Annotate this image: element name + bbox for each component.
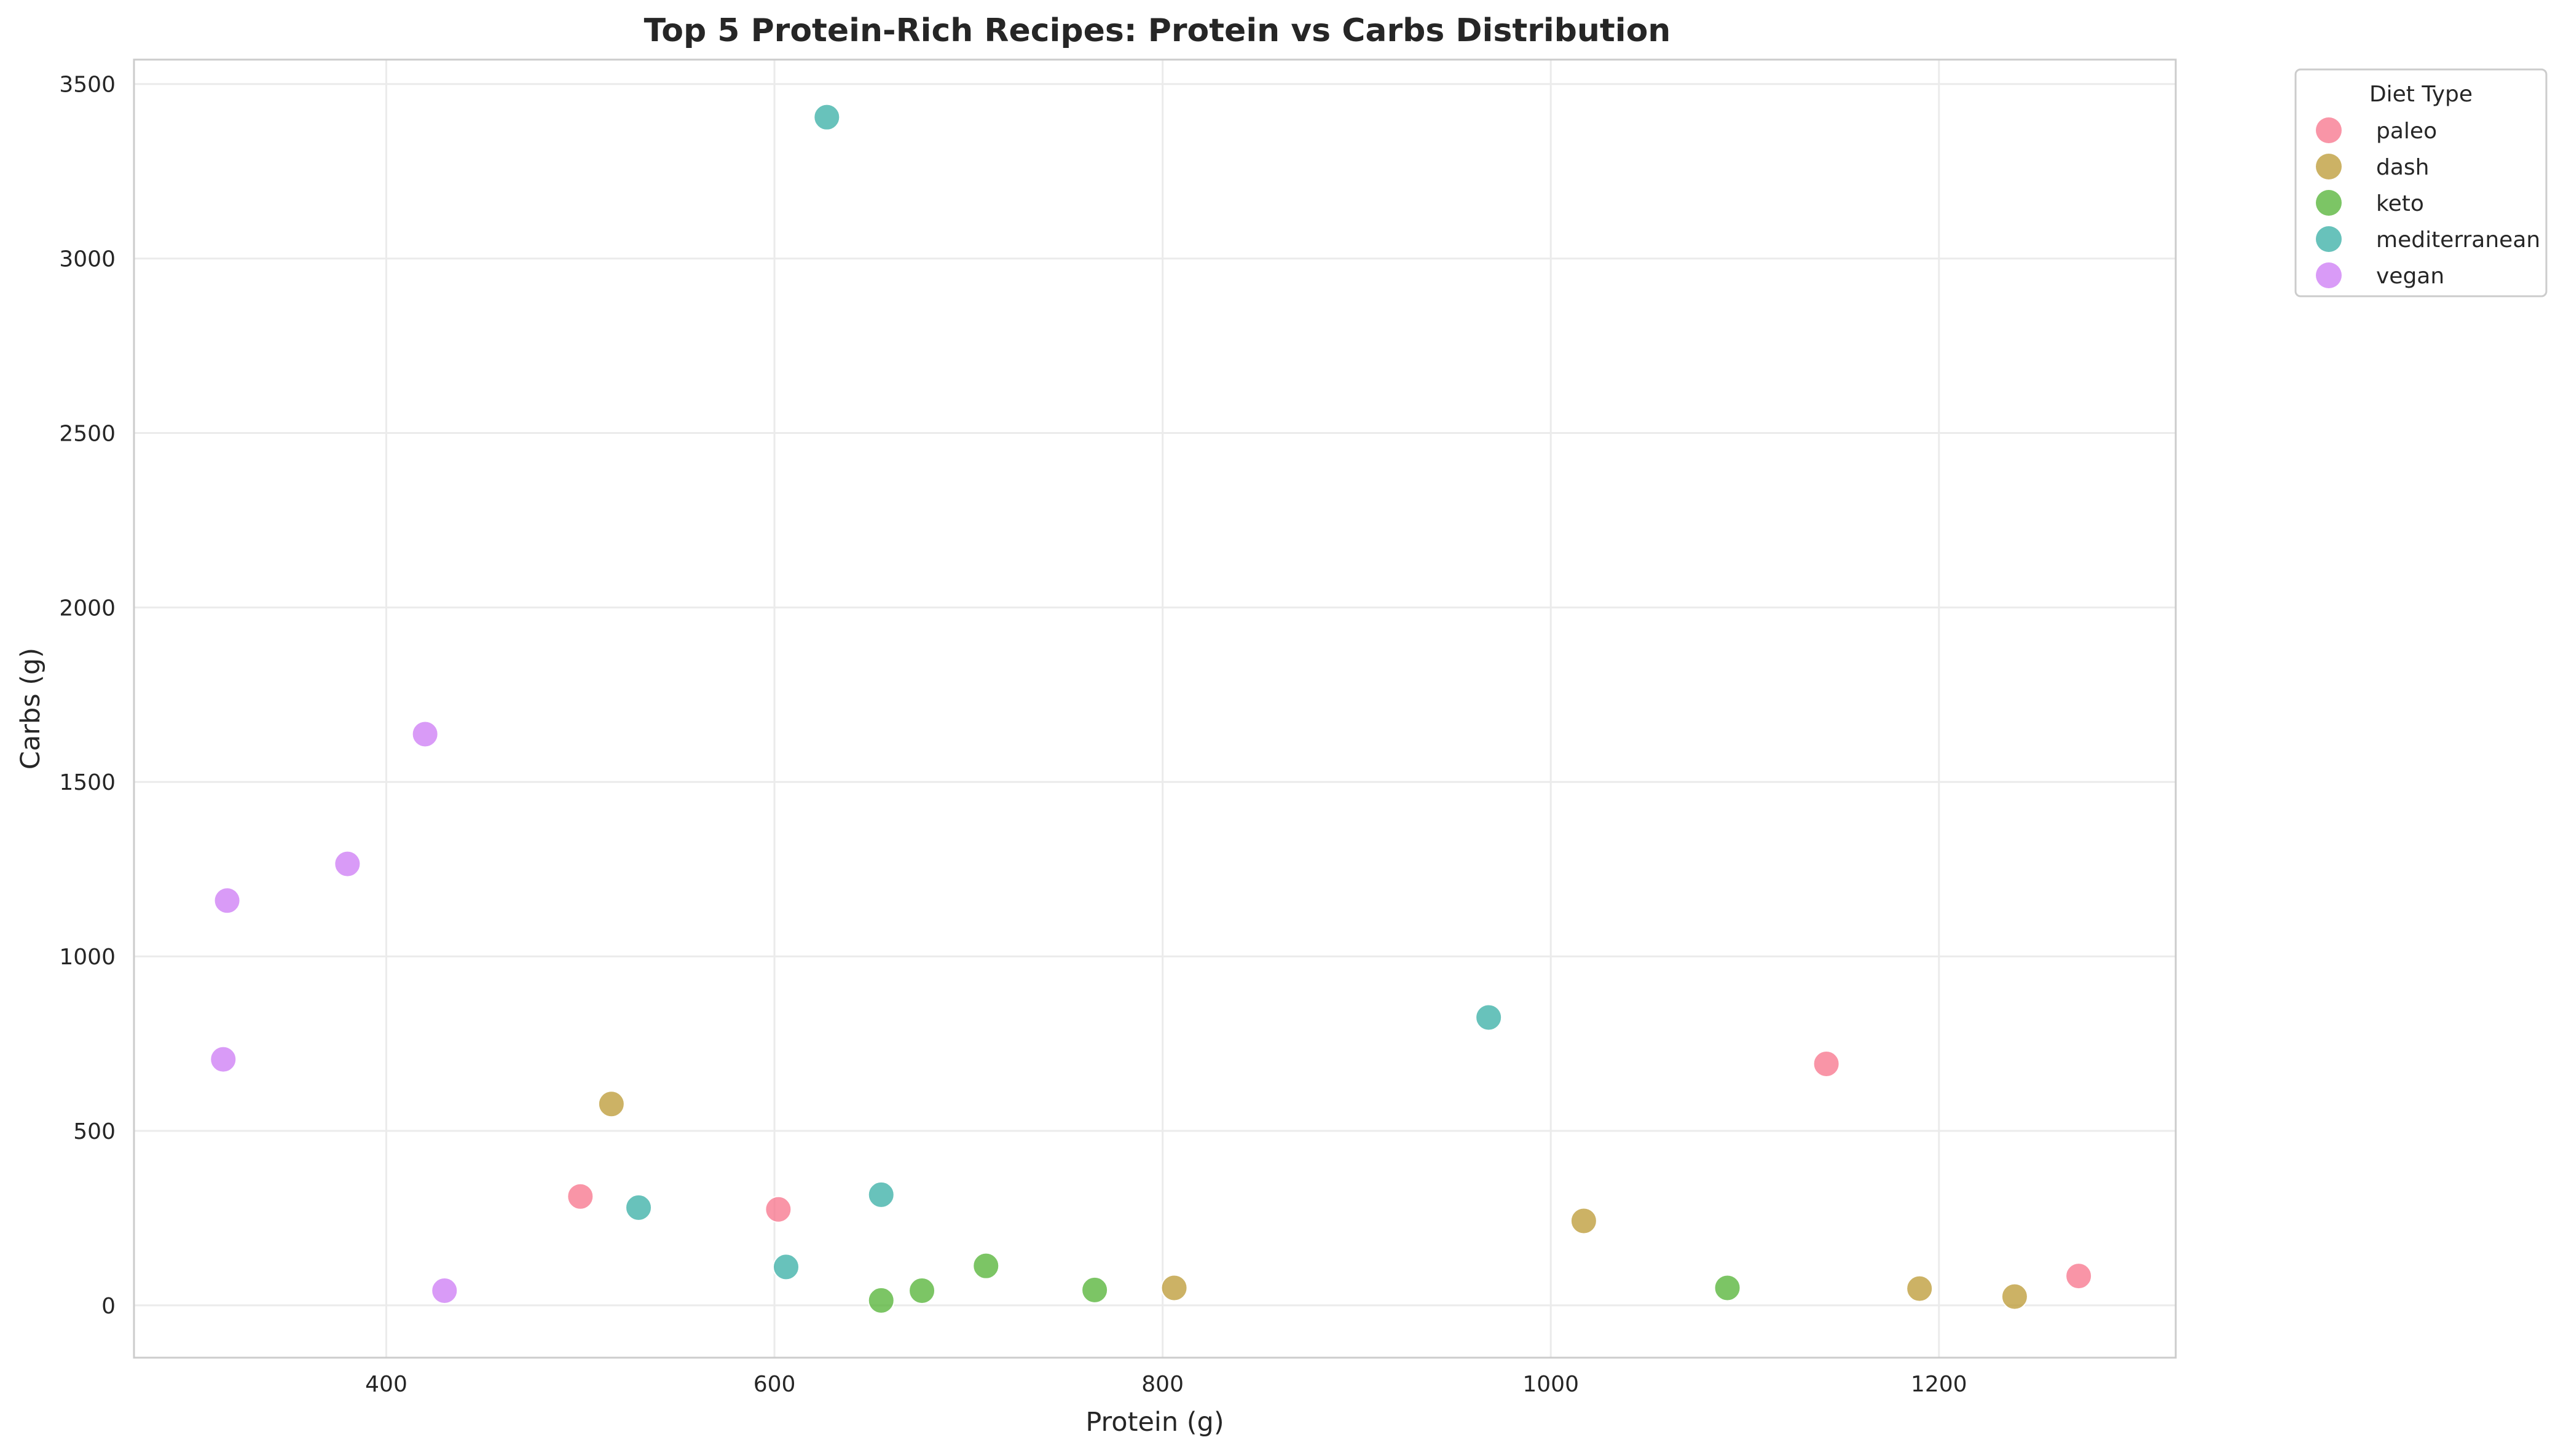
- point-paleo: [765, 1195, 792, 1223]
- point-dash: [1570, 1207, 1597, 1235]
- point-mediterranean: [813, 103, 841, 131]
- point-dash: [597, 1090, 625, 1118]
- legend-box: [2294, 68, 2548, 297]
- point-keto: [1714, 1274, 1741, 1302]
- legend-label-mediterranean: mediterranean: [2376, 227, 2540, 253]
- point-mediterranean: [625, 1194, 653, 1221]
- point-vegan: [431, 1277, 458, 1304]
- legend-label-keto: keto: [2376, 191, 2424, 216]
- point-mediterranean: [867, 1181, 895, 1208]
- plot-area: [134, 60, 2176, 1358]
- point-mediterranean: [773, 1253, 800, 1281]
- y-tick-label: 3000: [59, 247, 116, 272]
- point-paleo: [567, 1183, 594, 1210]
- legend-label-dash: dash: [2376, 155, 2429, 180]
- data-points: [210, 103, 2093, 1314]
- point-mediterranean: [1475, 1004, 1503, 1031]
- legend-label-vegan: vegan: [2376, 264, 2444, 289]
- x-tick-label: 1000: [1522, 1372, 1579, 1397]
- y-axis-label: Carbs (g): [15, 648, 46, 769]
- y-tick-label: 500: [73, 1119, 116, 1144]
- x-tick-label: 800: [1141, 1372, 1184, 1397]
- legend-marker-mediterranean: [2316, 226, 2342, 252]
- legend-marker-dash: [2316, 154, 2342, 179]
- legend: Diet Type paleo dash keto mediterranean vega…: [2294, 68, 2548, 297]
- legend-marker-paleo: [2316, 117, 2342, 143]
- point-dash: [2001, 1283, 2028, 1310]
- point-dash: [1160, 1274, 1188, 1302]
- point-keto: [867, 1286, 895, 1314]
- y-axis-ticks: 0 500 1000 1500 2000 2500 3000 3500: [59, 73, 116, 1319]
- plot-frame: [133, 58, 2177, 1359]
- y-tick-label: 2500: [59, 421, 116, 446]
- x-tick-label: 600: [754, 1372, 796, 1397]
- chart-title: Top 5 Protein-Rich Recipes: Protein vs C…: [644, 12, 1671, 49]
- point-vegan: [411, 720, 439, 748]
- legend-items: paleo dash keto mediterranean vegan: [2316, 117, 2540, 289]
- point-vegan: [334, 850, 361, 878]
- point-dash: [1906, 1275, 1934, 1302]
- x-axis-ticks: 400 600 800 1000 1200: [365, 1372, 1967, 1397]
- point-paleo: [1812, 1050, 1840, 1077]
- point-vegan: [213, 887, 241, 915]
- x-tick-label: 1200: [1911, 1372, 1967, 1397]
- y-tick-label: 1500: [59, 770, 116, 795]
- legend-marker-vegan: [2316, 262, 2342, 288]
- x-tick-label: 400: [365, 1372, 407, 1397]
- y-tick-label: 1000: [59, 945, 116, 970]
- y-tick-label: 0: [101, 1294, 116, 1319]
- point-paleo: [2065, 1262, 2093, 1290]
- legend-title: Diet Type: [2369, 82, 2473, 107]
- point-keto: [908, 1277, 936, 1304]
- y-tick-label: 2000: [59, 596, 116, 621]
- legend-label-paleo: paleo: [2376, 119, 2437, 144]
- point-keto: [1081, 1276, 1109, 1304]
- grid-lines: [134, 60, 2176, 1358]
- point-keto: [972, 1252, 1000, 1280]
- legend-marker-keto: [2316, 190, 2342, 216]
- y-tick-label: 3500: [59, 73, 116, 98]
- point-vegan: [210, 1045, 237, 1073]
- x-axis-label: Protein (g): [1085, 1407, 1224, 1438]
